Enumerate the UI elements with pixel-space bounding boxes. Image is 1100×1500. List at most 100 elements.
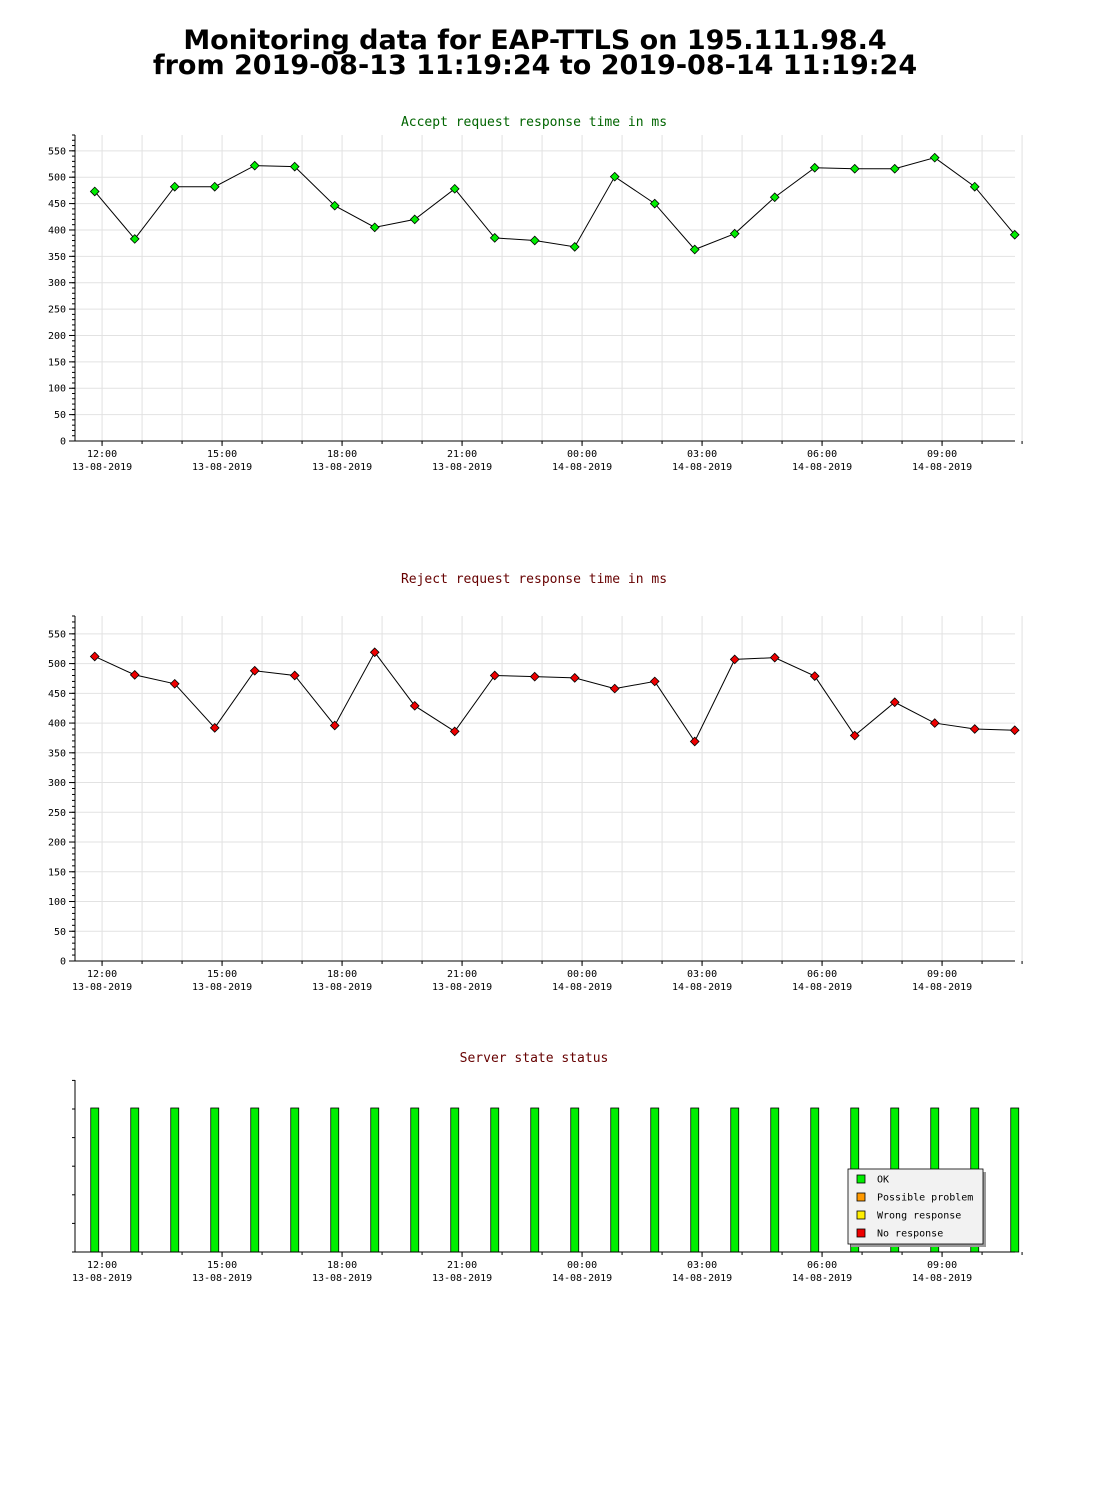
- x-tick-label-date: 14-08-2019: [792, 462, 852, 473]
- y-tick-label: 550: [48, 146, 66, 157]
- y-tick-label: 400: [48, 719, 66, 730]
- x-tick-label-date: 13-08-2019: [432, 1273, 492, 1284]
- status-bar: [410, 1107, 420, 1253]
- x-tick-label-date: 13-08-2019: [72, 462, 132, 473]
- y-tick-label: 150: [48, 867, 66, 878]
- x-tick-label-date: 13-08-2019: [192, 982, 252, 993]
- x-tick-label-time: 09:00: [927, 449, 957, 460]
- legend-label: Possible problem: [877, 1193, 973, 1204]
- data-point: [529, 235, 540, 246]
- data-point: [489, 233, 500, 243]
- x-tick-label-time: 00:00: [567, 449, 597, 460]
- x-tick-label-time: 15:00: [207, 449, 237, 460]
- data-point: [209, 722, 220, 733]
- data-point: [689, 736, 700, 747]
- y-tick-label: 250: [48, 808, 66, 819]
- y-tick-label: 100: [48, 897, 66, 908]
- data-point: [289, 161, 300, 172]
- status-bar: [610, 1107, 620, 1253]
- y-tick-label: 500: [48, 173, 66, 184]
- data-point: [649, 676, 660, 687]
- data-point: [449, 726, 460, 737]
- chart-title: Reject request response time in ms: [401, 572, 667, 587]
- status-bar: [330, 1107, 340, 1253]
- y-tick-label: 200: [48, 838, 66, 849]
- x-tick-label-time: 00:00: [567, 1260, 597, 1271]
- data-point: [569, 241, 580, 252]
- data-point: [809, 162, 820, 173]
- x-tick-label-date: 14-08-2019: [552, 1273, 612, 1284]
- x-tick-label-date: 13-08-2019: [432, 982, 492, 993]
- legend-swatch: [856, 1210, 866, 1220]
- y-tick-label: 100: [48, 384, 66, 395]
- x-tick-label-time: 12:00: [87, 1260, 117, 1271]
- data-point: [209, 181, 220, 192]
- page-title-line-1: Monitoring data for EAP-TTLS on 195.111.…: [183, 25, 887, 56]
- x-tick-label-time: 18:00: [327, 969, 357, 980]
- status-bar: [1010, 1107, 1020, 1253]
- y-tick-label: 200: [48, 331, 66, 342]
- x-tick-label-time: 12:00: [87, 969, 117, 980]
- x-tick-label-time: 21:00: [447, 449, 477, 460]
- legend-label: No response: [877, 1229, 943, 1240]
- data-point: [889, 163, 900, 174]
- x-tick-label-time: 18:00: [327, 1260, 357, 1271]
- status-bar: [450, 1107, 460, 1253]
- data-point: [849, 730, 860, 741]
- x-tick-label-date: 14-08-2019: [552, 462, 612, 473]
- y-tick-label: 450: [48, 199, 66, 210]
- x-tick-label-date: 13-08-2019: [312, 982, 372, 993]
- accept-response-chart: Accept request response time in ms 0 50 100…: [48, 115, 1023, 473]
- data-point: [689, 244, 700, 255]
- legend-box: [847, 1168, 984, 1245]
- page-title-line-2: from 2019-08-13 11:19:24 to 2019-08-14 1…: [152, 50, 918, 81]
- y-tick-label: 300: [48, 778, 66, 789]
- data-point: [969, 724, 980, 734]
- x-tick-label-time: 03:00: [687, 1260, 717, 1271]
- data-point: [1009, 229, 1020, 240]
- status-bar: [130, 1107, 140, 1253]
- data-point: [609, 683, 620, 694]
- data-point: [409, 214, 420, 225]
- status-bar: [730, 1107, 740, 1253]
- x-tick-label-date: 13-08-2019: [192, 462, 252, 473]
- data-point: [729, 654, 740, 665]
- chart-title: Accept request response time in ms: [401, 115, 667, 130]
- status-bar: [290, 1107, 300, 1253]
- data-point: [609, 171, 620, 182]
- status-bar: [650, 1107, 660, 1253]
- x-tick-label-time: 21:00: [447, 969, 477, 980]
- data-point: [889, 697, 900, 708]
- data-point: [249, 665, 260, 676]
- legend-label: OK: [877, 1175, 889, 1186]
- x-tick-label-time: 00:00: [567, 969, 597, 980]
- y-tick-label: 450: [48, 689, 66, 700]
- data-point: [809, 671, 820, 681]
- x-tick-label-time: 03:00: [687, 449, 717, 460]
- server-status-chart: Server state status 12:00 13-08-2019 15:00 1…: [72, 1051, 1023, 1284]
- y-tick-label: 300: [48, 278, 66, 289]
- data-point: [649, 198, 660, 209]
- data-point: [529, 671, 540, 682]
- data-point: [289, 670, 300, 681]
- status-bar: [770, 1107, 780, 1253]
- data-point: [569, 672, 580, 683]
- x-tick-label-time: 15:00: [207, 1260, 237, 1271]
- x-tick-label-date: 14-08-2019: [552, 982, 612, 993]
- x-tick-label-time: 09:00: [927, 1260, 957, 1271]
- data-point: [329, 200, 340, 211]
- data-point: [489, 670, 500, 681]
- y-tick-label: 350: [48, 748, 66, 759]
- x-tick-label-time: 09:00: [927, 969, 957, 980]
- status-bar: [210, 1107, 220, 1253]
- data-point: [129, 670, 140, 680]
- status-bar: [370, 1107, 380, 1253]
- chart-title: Server state status: [460, 1051, 609, 1066]
- status-bar: [90, 1107, 100, 1253]
- x-tick-label-date: 14-08-2019: [792, 982, 852, 993]
- x-tick-label-date: 13-08-2019: [432, 462, 492, 473]
- data-point: [969, 181, 980, 192]
- reject-response-chart: Reject request response time in ms 0 50 100…: [48, 572, 1023, 993]
- x-tick-label-date: 13-08-2019: [72, 982, 132, 993]
- data-point: [409, 700, 420, 711]
